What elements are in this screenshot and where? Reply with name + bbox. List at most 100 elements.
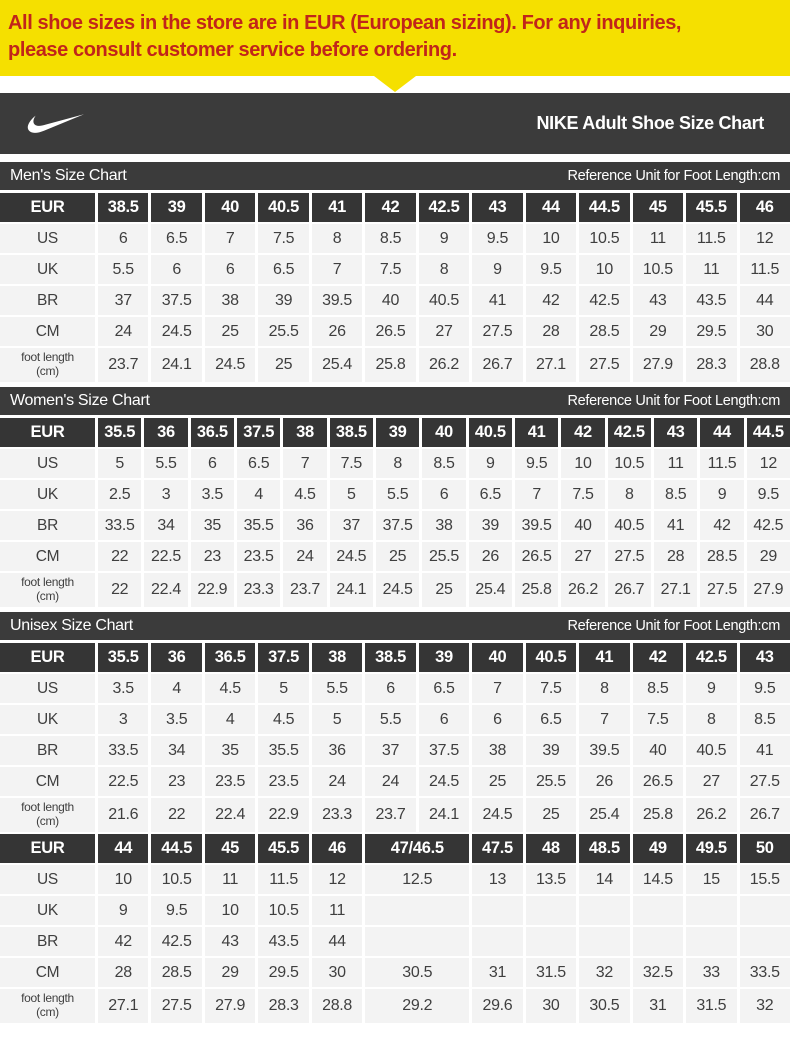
table-row-uk: UK 5.5 6 6 6.5 7 7.5 8 9 9.5 10 10.5 11 11.5 bbox=[0, 255, 790, 284]
size-cell: 25 bbox=[525, 798, 577, 832]
size-cell: 38.5 bbox=[329, 418, 373, 447]
size-cell: 11.5 bbox=[739, 255, 790, 284]
size-cell: 30 bbox=[739, 317, 790, 346]
row-label: CM bbox=[0, 542, 95, 571]
size-cell: 10.5 bbox=[579, 224, 630, 253]
size-cell: 39 bbox=[258, 286, 309, 315]
row-label: US bbox=[0, 674, 95, 703]
reference-note: Reference Unit for Foot Length:cm bbox=[567, 618, 780, 634]
size-cell: 37.5 bbox=[258, 643, 309, 672]
size-cell: 49 bbox=[632, 834, 684, 863]
banner-gap bbox=[0, 76, 790, 93]
size-cell: 41 bbox=[653, 511, 698, 540]
size-cell bbox=[686, 896, 737, 925]
size-table: EUR 38.5 39 40 40.5 41 42 42.5 43 44 44.5 45 45.5 46 U… bbox=[0, 193, 790, 382]
size-cell: 32.5 bbox=[632, 958, 684, 987]
size-cell: 6 bbox=[418, 705, 470, 734]
table-row-br: BR 33.5 34 35 35.5 36 37 37.5 38 39 39.5 40 40.5 41 bbox=[0, 736, 790, 765]
size-cell: 10.5 bbox=[151, 865, 202, 894]
row-label-line2: (cm) bbox=[36, 589, 59, 603]
size-cell bbox=[739, 927, 790, 956]
table-row-uk: UK 9 9.5 10 10.5 11 bbox=[0, 896, 790, 925]
size-cell: 39 bbox=[468, 511, 512, 540]
size-cell: 35.5 bbox=[98, 643, 149, 672]
size-cell: 8.5 bbox=[653, 480, 698, 509]
size-cell: 42.5 bbox=[607, 418, 651, 447]
size-cell: 37 bbox=[98, 286, 149, 315]
size-cell: 48.5 bbox=[579, 834, 630, 863]
size-cell: 13 bbox=[472, 865, 523, 894]
size-cell: 25 bbox=[204, 317, 256, 346]
size-cell: 44 bbox=[739, 286, 790, 315]
size-cell: 41 bbox=[739, 736, 790, 765]
size-cell: 10 bbox=[204, 896, 256, 925]
size-cell: 44.5 bbox=[579, 193, 630, 222]
size-cell: 24.5 bbox=[375, 573, 420, 607]
size-cell: 42.5 bbox=[746, 511, 790, 540]
size-cell: 29.2 bbox=[365, 989, 470, 1023]
notice-banner: All shoe sizes in the store are in EUR (… bbox=[0, 0, 790, 76]
size-cell: 37.5 bbox=[236, 418, 281, 447]
size-cell: 28.3 bbox=[258, 989, 309, 1023]
size-cell: 8.5 bbox=[632, 674, 684, 703]
size-cell: 11 bbox=[653, 449, 698, 478]
size-cell: 22.4 bbox=[144, 573, 188, 607]
size-cell: 24.1 bbox=[329, 573, 373, 607]
size-cell: 40 bbox=[422, 418, 466, 447]
size-cell: 49.5 bbox=[686, 834, 737, 863]
row-label-line1: foot length bbox=[21, 575, 74, 590]
table-row-eur: EUR 35.5 36 36.5 37.5 38 38.5 39 40 40.5 41 42 42.5 4… bbox=[0, 643, 790, 672]
size-cell: 39 bbox=[151, 193, 202, 222]
size-cell: 6.5 bbox=[418, 674, 470, 703]
size-cell: 12 bbox=[739, 224, 790, 253]
size-cell: 15.5 bbox=[739, 865, 790, 894]
size-cell: 45.5 bbox=[686, 193, 737, 222]
size-cell: 40.5 bbox=[686, 736, 737, 765]
size-cell: 30.5 bbox=[365, 958, 470, 987]
section-unisex: Unisex Size Chart Reference Unit for Foot… bbox=[0, 612, 790, 1023]
table-row-us: US 5 5.5 6 6.5 7 7.5 8 8.5 9 9.5 10 10.5 11 11.5 12 bbox=[0, 449, 790, 478]
section-womens: Women's Size Chart Reference Unit for Foo… bbox=[0, 387, 790, 607]
size-cell: 14 bbox=[579, 865, 630, 894]
size-cell: 42 bbox=[525, 286, 577, 315]
size-cell: 7.5 bbox=[258, 224, 309, 253]
size-cell: 4.5 bbox=[204, 674, 256, 703]
size-cell: 38 bbox=[422, 511, 466, 540]
size-cell: 9 bbox=[98, 896, 149, 925]
size-cell: 26 bbox=[468, 542, 512, 571]
size-cell: 27.9 bbox=[204, 989, 256, 1023]
sections: Men's Size Chart Reference Unit for Foot … bbox=[0, 162, 790, 1023]
size-cell: 2.5 bbox=[98, 480, 142, 509]
size-cell bbox=[579, 896, 630, 925]
notice-line-1: All shoe sizes in the store are in EUR (… bbox=[8, 12, 682, 34]
size-cell: 25 bbox=[422, 573, 466, 607]
nike-swoosh-icon bbox=[26, 113, 84, 134]
size-cell: 22.4 bbox=[204, 798, 256, 832]
table-row-foot-length: foot length (cm) 21.6 22 22.4 22.9 23.3 23.7 24.… bbox=[0, 798, 790, 832]
size-cell: 9.5 bbox=[746, 480, 790, 509]
size-cell: 4 bbox=[236, 480, 281, 509]
size-cell: 8 bbox=[686, 705, 737, 734]
row-label: UK bbox=[0, 255, 95, 284]
size-cell: 5.5 bbox=[98, 255, 149, 284]
size-cell: 24.5 bbox=[329, 542, 373, 571]
row-label: US bbox=[0, 449, 95, 478]
size-cell: 27 bbox=[686, 767, 737, 796]
size-cell: 26 bbox=[311, 317, 363, 346]
size-cell: 45 bbox=[632, 193, 684, 222]
table-row-br: BR 33.5 34 35 35.5 36 37 37.5 38 39 39.5 40 40.5 41 42… bbox=[0, 511, 790, 540]
size-cell: 4 bbox=[151, 674, 202, 703]
row-label: foot length (cm) bbox=[0, 989, 95, 1023]
size-cell: 40.5 bbox=[418, 286, 470, 315]
size-cell: 8 bbox=[579, 674, 630, 703]
size-cell: 25.8 bbox=[365, 348, 416, 382]
size-cell: 33.5 bbox=[739, 958, 790, 987]
size-cell: 40 bbox=[632, 736, 684, 765]
size-cell: 4.5 bbox=[258, 705, 309, 734]
size-cell: 39 bbox=[418, 643, 470, 672]
size-cell: 30.5 bbox=[579, 989, 630, 1023]
size-cell: 22 bbox=[98, 573, 142, 607]
size-cell: 12 bbox=[311, 865, 363, 894]
size-cell: 25 bbox=[258, 348, 309, 382]
size-cell: 24.5 bbox=[472, 798, 523, 832]
